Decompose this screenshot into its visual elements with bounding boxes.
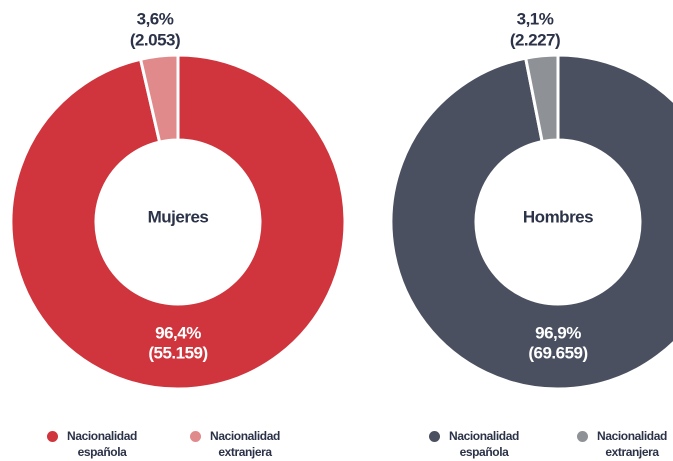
count-label: (69.659)	[528, 343, 587, 362]
value-label: 96,9%	[535, 323, 581, 342]
legend-dot	[429, 431, 440, 442]
count-label: (55.159)	[148, 343, 207, 362]
donut-slice	[9, 53, 347, 391]
donut-slice	[389, 53, 673, 391]
value-label: 96,4%	[155, 323, 201, 342]
donut-slice	[138, 53, 180, 144]
legend-item: Nacionalidad española	[47, 429, 143, 460]
value-label: 3,1%	[517, 9, 554, 28]
count-label: (2.227)	[510, 30, 560, 49]
legend-item: Nacionalidad española	[429, 429, 525, 460]
legend-label: Nacionalidad extranjera	[597, 429, 667, 459]
legend-label: Nacionalidad española	[449, 429, 519, 459]
center-label: Mujeres	[148, 207, 209, 226]
donut-slice	[523, 53, 560, 144]
center-label: Hombres	[523, 207, 593, 226]
legend-dot	[577, 431, 588, 442]
value-label: 3,6%	[137, 9, 174, 28]
legend-dot	[47, 431, 58, 442]
legend-label: Nacionalidad extranjera	[210, 429, 280, 459]
legend-dot	[190, 431, 201, 442]
count-label: (2.053)	[130, 30, 180, 49]
legend-item: Nacionalidad extranjera	[190, 429, 286, 460]
legend-item: Nacionalidad extranjera	[577, 429, 673, 460]
legend-label: Nacionalidad española	[67, 429, 137, 459]
